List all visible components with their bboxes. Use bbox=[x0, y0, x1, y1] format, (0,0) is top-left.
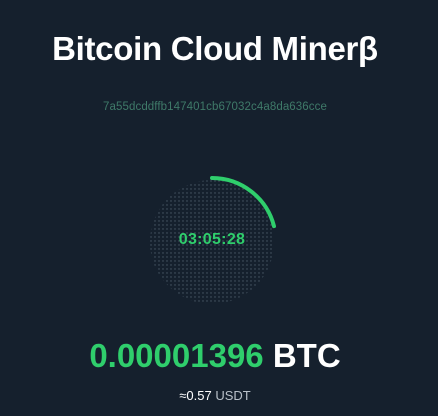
wallet-hash: 7a55dcddffb147401cb67032c4a8da636cce bbox=[102, 101, 327, 113]
timer-dial bbox=[150, 176, 276, 304]
btc-balance-amount: 0.00001396 bbox=[89, 337, 264, 374]
mining-timer: 03:05:28 bbox=[145, 175, 279, 309]
usdt-unit: USDT bbox=[215, 388, 251, 403]
timer-countdown: 03:05:28 bbox=[178, 231, 246, 248]
btc-balance-unit: BTC bbox=[272, 337, 341, 374]
timer-dial-face bbox=[150, 180, 274, 304]
usdt-amount: ≈0.57 bbox=[179, 388, 212, 403]
app-title: Bitcoin Cloud Minerβ bbox=[52, 30, 378, 67]
timer-progress-arc bbox=[210, 176, 276, 229]
btc-balance: 0.00001396 BTC bbox=[0, 337, 430, 375]
usdt-conversion: ≈0.57 USDT bbox=[0, 388, 430, 403]
